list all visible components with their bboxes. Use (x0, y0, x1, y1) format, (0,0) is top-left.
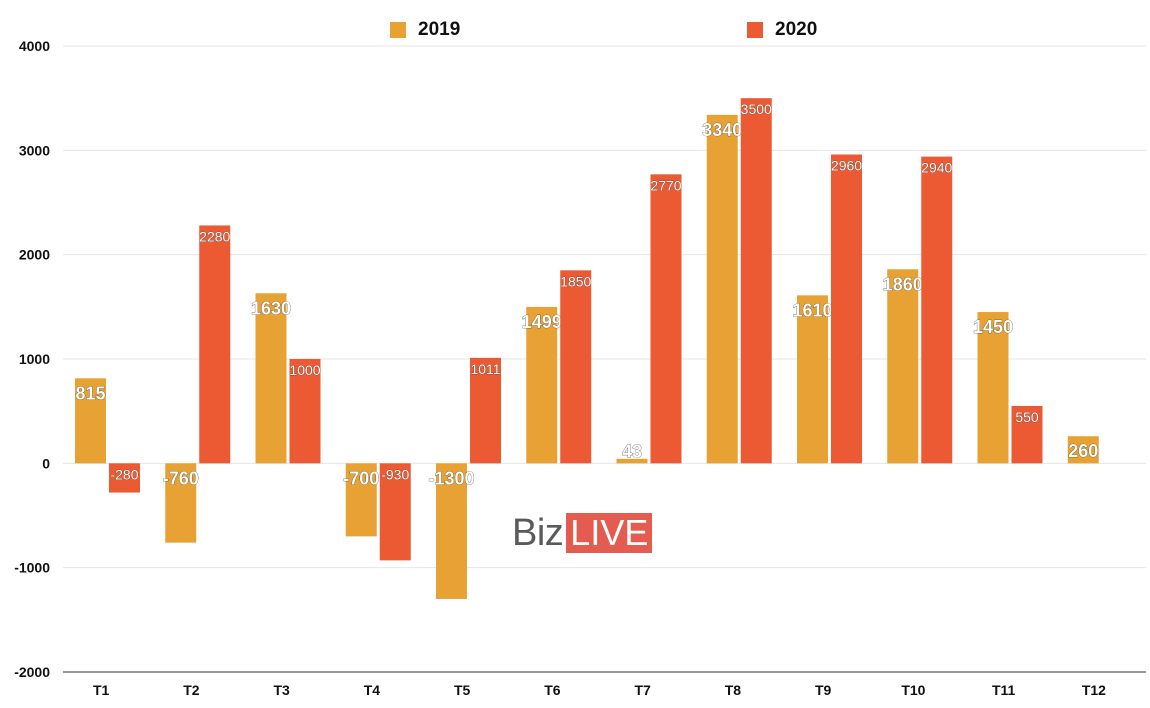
x-tick-label: T4 (364, 682, 381, 698)
data-label: 43 (622, 441, 642, 461)
data-label: 260 (1068, 441, 1098, 461)
bar-2020 (109, 463, 140, 493)
bar-2019 (75, 378, 106, 464)
x-tick-label: T2 (183, 682, 200, 698)
bar-2020 (470, 357, 501, 464)
x-tick-label: T5 (454, 682, 471, 698)
y-tick-label: 2000 (19, 247, 50, 263)
x-tick-label: T12 (1082, 682, 1106, 698)
data-label: -1300 (428, 468, 474, 488)
bar-2019 (616, 458, 648, 464)
data-label: -700 (343, 468, 379, 488)
data-label: 1499 (522, 312, 562, 332)
bar-2020 (921, 156, 953, 464)
bar-2019 (887, 269, 919, 464)
bar-2019 (797, 295, 828, 464)
data-label: 550 (1015, 409, 1039, 425)
y-tick-label: 0 (42, 455, 50, 471)
y-tick-label: 3000 (19, 142, 50, 158)
data-label: 3340 (702, 120, 742, 140)
y-tick-label: 1000 (19, 351, 50, 367)
bar-2020 (560, 270, 592, 464)
legend-item-2020: 2020 (747, 19, 817, 41)
legend: 2019 2020 (0, 19, 1150, 45)
x-tick-label: T10 (901, 682, 925, 698)
data-label: 1450 (973, 317, 1013, 337)
bar-2019 (706, 114, 738, 464)
y-tick-label: 4000 (19, 38, 50, 54)
bar-2020 (1011, 405, 1043, 464)
data-label: 2280 (199, 228, 230, 244)
x-tick-label: T7 (634, 682, 651, 698)
data-label: 1850 (560, 273, 591, 289)
bar-2020 (740, 98, 772, 464)
legend-swatch-2020 (747, 22, 763, 38)
x-tick-label: T8 (725, 682, 742, 698)
watermark-logo: Biz LIVE (512, 512, 653, 554)
data-label: 1630 (251, 298, 291, 318)
bar-2019 (1067, 436, 1099, 464)
bar-2019 (436, 463, 467, 599)
bar-2020 (831, 154, 862, 464)
legend-swatch-2019 (390, 22, 406, 38)
x-tick-label: T6 (544, 682, 561, 698)
x-tick-label: T9 (815, 682, 832, 698)
x-tick-label: T3 (273, 682, 290, 698)
bar-2019 (977, 312, 1009, 464)
data-label: 1000 (289, 362, 320, 378)
data-label: 1610 (792, 300, 832, 320)
bar-2019 (165, 463, 197, 543)
bar-2019 (345, 463, 377, 537)
legend-label-2020: 2020 (775, 19, 818, 40)
bar-2020 (289, 359, 321, 464)
data-label: -930 (381, 466, 409, 482)
y-tick-label: -2000 (14, 664, 50, 680)
y-tick-label: -1000 (14, 560, 50, 576)
legend-label-2019: 2019 (418, 19, 461, 40)
bar-2019 (526, 306, 558, 464)
bar-2020 (650, 174, 682, 464)
watermark-biz-text: Biz (512, 512, 564, 554)
legend-item-2019: 2019 (390, 19, 460, 41)
data-label: 815 (75, 383, 105, 403)
data-label: -760 (163, 468, 199, 488)
bar-2020 (199, 225, 231, 464)
data-label: 1011 (470, 361, 500, 377)
data-label: -280 (110, 466, 138, 482)
data-label: 2940 (921, 160, 952, 176)
data-label: 3500 (741, 101, 772, 117)
x-tick-label: T11 (992, 682, 1016, 698)
bar-2019 (255, 293, 287, 464)
data-label: 1860 (883, 274, 923, 294)
x-tick-label: T1 (93, 682, 110, 698)
data-label: 2960 (831, 158, 862, 174)
bar-2020 (379, 463, 411, 561)
watermark-live-text: LIVE (566, 513, 653, 553)
data-label: 2770 (650, 177, 681, 193)
